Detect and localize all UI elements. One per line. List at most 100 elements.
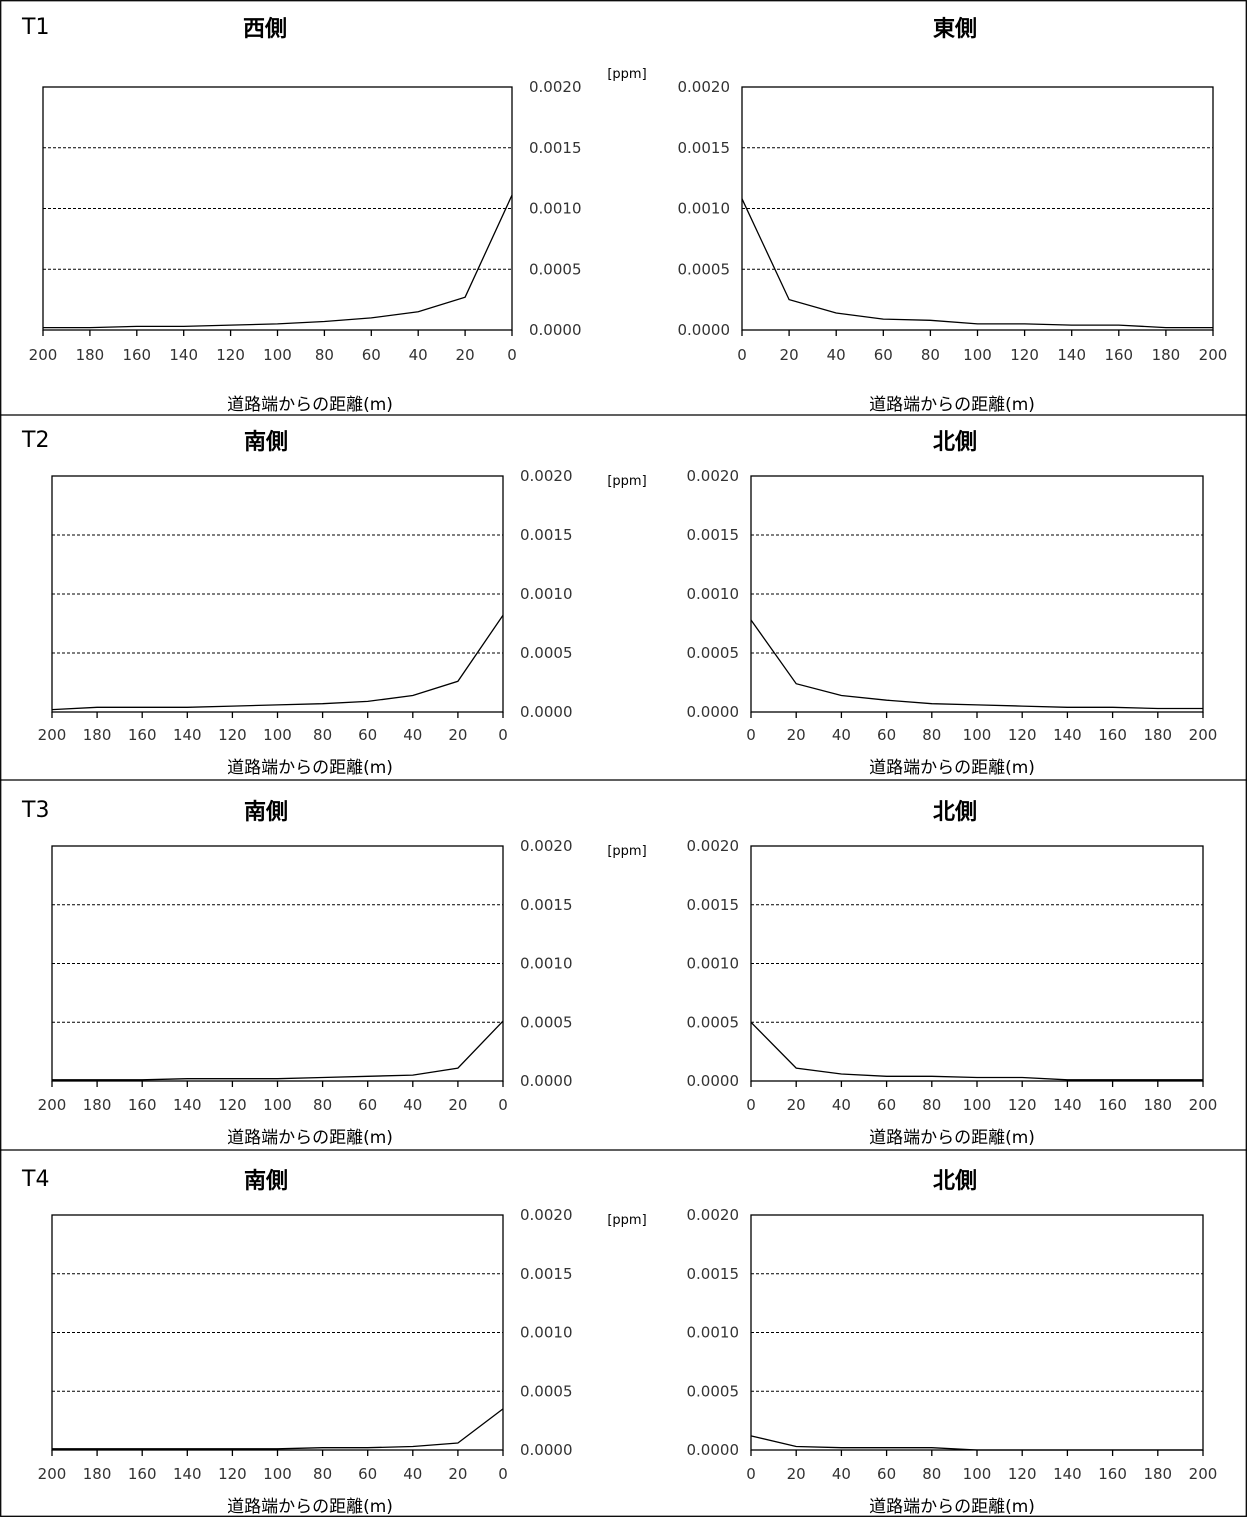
chart-panel-3: T2 南側 [ppm] 0.0000 0.0005 0.0010 0.0015 0.0020 2… <box>21 428 647 778</box>
unit-label: [ppm] <box>607 1213 646 1228</box>
series-line <box>52 1408 504 1450</box>
x-tick-label: 200 <box>1189 1465 1218 1483</box>
x-tick-label: 160 <box>122 346 151 364</box>
y-tick-label: 0.0000 <box>529 321 582 339</box>
y-tick-label: 0.0010 <box>520 585 573 603</box>
x-tick-label: 180 <box>83 1465 112 1483</box>
y-tick-label: 0.0020 <box>687 467 740 485</box>
chart-panel-8: 北側 0.0000 0.0005 0.0010 0.0015 0.0020 0 20 40 60 8… <box>687 1169 1218 1517</box>
x-tick-label: 200 <box>1199 346 1228 364</box>
x-tick-label: 0 <box>737 346 747 364</box>
x-tick-label: 140 <box>173 1465 202 1483</box>
x-tick-label: 60 <box>877 1465 896 1483</box>
x-axis-label: 道路端からの距離(m) <box>869 395 1035 415</box>
y-tick-label: 0.0000 <box>678 321 731 339</box>
x-tick-label: 160 <box>1104 346 1133 364</box>
x-tick-label: 80 <box>313 1096 332 1114</box>
x-tick-label: 20 <box>787 1465 806 1483</box>
x-axis-label: 道路端からの距離(m) <box>227 758 393 778</box>
x-tick-label: 0 <box>507 346 517 364</box>
x-tick-label: 140 <box>1053 1096 1082 1114</box>
x-tick-label: 100 <box>963 1465 992 1483</box>
y-tick-label: 0.0000 <box>520 1072 573 1090</box>
y-tick-label: 0.0020 <box>687 837 740 855</box>
y-tick-label: 0.0015 <box>520 896 573 914</box>
series-line <box>43 194 513 329</box>
x-tick-label: 0 <box>746 726 756 744</box>
series-line <box>741 198 1213 329</box>
y-tick-label: 0.0015 <box>687 1265 740 1283</box>
unit-label: [ppm] <box>607 474 646 489</box>
x-tick-label: 200 <box>38 1096 67 1114</box>
x-tick-label: 40 <box>832 726 851 744</box>
chart-panel-5: T3 南側 [ppm] 0.0000 0.0005 0.0010 0.0015 0.0020 2… <box>21 798 647 1148</box>
x-tick-label: 20 <box>448 1465 467 1483</box>
x-tick-label: 100 <box>963 346 992 364</box>
x-tick-label: 160 <box>128 1096 157 1114</box>
x-tick-label: 160 <box>128 726 157 744</box>
x-tick-label: 120 <box>216 346 245 364</box>
x-tick-label: 180 <box>1152 346 1181 364</box>
y-tick-label: 0.0020 <box>520 837 573 855</box>
chart-title: 東側 <box>933 17 977 42</box>
x-tick-label: 180 <box>83 1096 112 1114</box>
y-tick-label: 0.0010 <box>678 200 731 218</box>
x-tick-label: 60 <box>877 726 896 744</box>
chart-panel-6: 北側 0.0000 0.0005 0.0010 0.0015 0.0020 0 20 40 60 8… <box>687 800 1218 1148</box>
x-tick-label: 60 <box>877 1096 896 1114</box>
y-tick-label: 0.0000 <box>520 703 573 721</box>
chart-panel-7: T4 南側 [ppm] 0.0000 0.0005 0.0010 0.0015 0.0020 2… <box>21 1167 647 1517</box>
x-tick-label: 20 <box>456 346 475 364</box>
x-tick-label: 0 <box>498 726 508 744</box>
y-tick-label: 0.0015 <box>529 139 582 157</box>
x-tick-label: 120 <box>218 1096 247 1114</box>
series-line <box>51 614 504 711</box>
x-tick-label: 40 <box>409 346 428 364</box>
x-tick-label: 80 <box>313 726 332 744</box>
y-tick-label: 0.0010 <box>520 1324 573 1342</box>
x-tick-label: 140 <box>169 346 198 364</box>
y-tick-label: 0.0020 <box>678 78 731 96</box>
y-tick-label: 0.0005 <box>520 644 573 662</box>
y-tick-label: 0.0015 <box>678 139 731 157</box>
x-tick-label: 180 <box>1143 726 1172 744</box>
x-tick-label: 0 <box>746 1465 756 1483</box>
x-tick-label: 120 <box>218 1465 247 1483</box>
x-tick-label: 180 <box>76 346 105 364</box>
y-tick-label: 0.0020 <box>520 1206 573 1224</box>
row-label: T1 <box>21 15 49 40</box>
x-tick-label: 100 <box>263 1465 292 1483</box>
y-tick-label: 0.0005 <box>687 1013 740 1031</box>
x-tick-label: 160 <box>1098 726 1127 744</box>
x-tick-label: 40 <box>403 726 422 744</box>
x-tick-label: 200 <box>29 346 58 364</box>
x-tick-label: 40 <box>832 1465 851 1483</box>
x-tick-label: 80 <box>922 1096 941 1114</box>
x-tick-label: 60 <box>874 346 893 364</box>
x-tick-label: 40 <box>403 1465 422 1483</box>
x-tick-label: 140 <box>1057 346 1086 364</box>
row-label: T2 <box>21 428 49 453</box>
x-tick-label: 80 <box>315 346 334 364</box>
x-tick-label: 100 <box>263 346 292 364</box>
y-tick-label: 0.0010 <box>687 955 740 973</box>
x-tick-label: 100 <box>263 1096 292 1114</box>
x-tick-label: 20 <box>787 726 806 744</box>
y-tick-label: 0.0005 <box>520 1382 573 1400</box>
chart-panel-1: T1 西側 [ppm] 0.0000 0.0005 0.0010 0.0015 0.0020 2… <box>21 15 647 415</box>
y-tick-label: 0.0010 <box>687 1324 740 1342</box>
series-line <box>750 619 1203 710</box>
y-tick-label: 0.0000 <box>520 1441 573 1459</box>
row-label: T4 <box>21 1167 49 1192</box>
unit-label: [ppm] <box>607 67 646 82</box>
x-tick-label: 0 <box>498 1096 508 1114</box>
y-tick-label: 0.0020 <box>529 78 582 96</box>
chart-title: 南側 <box>244 430 288 455</box>
x-tick-label: 180 <box>1143 1096 1172 1114</box>
x-tick-label: 20 <box>780 346 799 364</box>
x-tick-label: 80 <box>921 346 940 364</box>
y-tick-label: 0.0000 <box>687 1441 740 1459</box>
x-axis-label: 道路端からの距離(m) <box>869 1497 1035 1517</box>
